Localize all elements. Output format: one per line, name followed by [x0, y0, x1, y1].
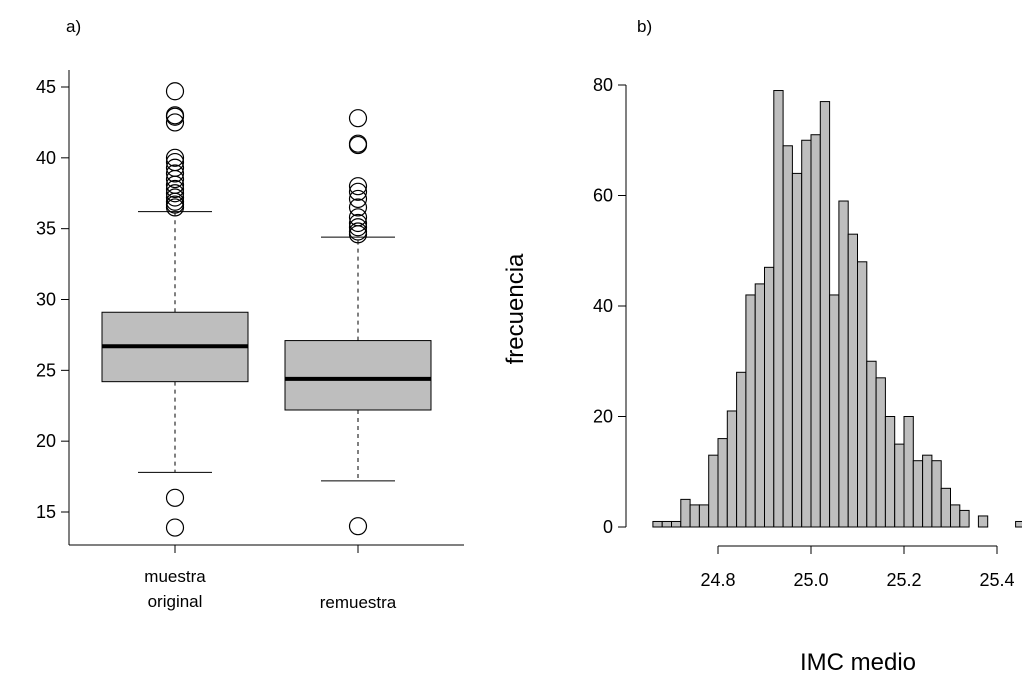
- outlier-point: [348, 198, 368, 217]
- outlier-point: [165, 164, 185, 183]
- outlier-point: [348, 218, 368, 237]
- y-tick-label: 40: [593, 296, 613, 316]
- histogram-panel: b) frecuencia IMC medio 0 20 40 60 80 24.8 25.…: [502, 17, 1022, 676]
- y-tick-label: 15: [36, 502, 56, 522]
- y-tick-label: 25: [36, 360, 56, 380]
- histogram-bar: [829, 294, 840, 528]
- histogram-y-axis-label: frecuencia: [502, 253, 529, 364]
- histogram-bar: [912, 460, 924, 528]
- y-tick-label: 40: [36, 148, 56, 168]
- histogram-bar: [680, 498, 691, 528]
- histogram-bar: [773, 90, 784, 528]
- outlier-point: [348, 109, 368, 128]
- box-group: [101, 82, 249, 537]
- histogram-bar: [764, 266, 775, 528]
- y-tick-label: 20: [36, 431, 56, 451]
- category-label: muestra: [144, 567, 206, 586]
- outlier-point: [165, 188, 185, 207]
- histogram-bar: [940, 487, 952, 528]
- boxplot-panel: a) 15 20 25 30 35 40 45 muestra original remuest…: [36, 17, 464, 612]
- histogram-bar: [810, 134, 821, 528]
- outlier-point: [348, 213, 368, 233]
- histogram-bar: [791, 172, 803, 528]
- y-tick-label: 35: [36, 219, 56, 239]
- histogram-bar: [894, 443, 905, 528]
- outlier-point: [165, 488, 185, 507]
- histogram-bar: [977, 515, 989, 528]
- outlier-point: [165, 113, 185, 132]
- x-tick-label: 25.4: [979, 570, 1014, 590]
- outlier-point: [348, 134, 368, 153]
- box-group: [284, 109, 432, 536]
- boxplot-axes: 15 20 25 30 35 40 45: [36, 70, 464, 553]
- histogram-bar: [1015, 520, 1022, 528]
- histogram-bar: [875, 377, 886, 528]
- histogram-bar: [782, 145, 793, 528]
- outlier-point: [348, 517, 368, 536]
- outlier-point: [165, 518, 185, 537]
- y-tick-label: 45: [36, 77, 56, 97]
- iqr-box: [284, 340, 432, 411]
- histogram-bar: [717, 438, 728, 528]
- histogram-bar: [847, 233, 859, 528]
- histogram-bar: [726, 410, 738, 528]
- histogram-bar: [950, 504, 961, 528]
- category-label: remuestra: [320, 593, 397, 612]
- category-label: original: [148, 592, 203, 611]
- outlier-point: [165, 82, 185, 101]
- histogram-bar: [708, 454, 719, 528]
- histogram-bar: [819, 101, 831, 528]
- y-tick-label: 80: [593, 75, 613, 95]
- outlier-point: [348, 177, 368, 196]
- histogram-bar: [745, 294, 756, 528]
- histogram-bar: [931, 460, 942, 528]
- x-tick-label: 24.8: [700, 570, 735, 590]
- panel-a-label: a): [66, 17, 81, 36]
- boxplot-category-labels: muestra original remuestra: [144, 567, 397, 612]
- boxplot-boxes: [101, 82, 432, 537]
- histogram-axes: 0 20 40 60 80 24.8 25.0 25.2 25.4: [593, 75, 1015, 590]
- histogram-bar: [736, 371, 747, 528]
- histogram-bar: [903, 416, 914, 528]
- histogram-bar: [884, 416, 896, 528]
- histogram-bar: [689, 504, 700, 528]
- outlier-point: [165, 179, 185, 199]
- histogram-bar: [838, 200, 849, 528]
- histogram-bars: [652, 90, 1022, 528]
- histogram-bar: [857, 261, 868, 528]
- histogram-x-axis-label: IMC medio: [800, 649, 916, 676]
- histogram-bar: [922, 454, 933, 528]
- outlier-point: [348, 189, 368, 209]
- y-tick-label: 60: [593, 186, 613, 206]
- y-tick-label: 0: [603, 517, 613, 537]
- outlier-point: [165, 106, 185, 125]
- histogram-bar: [801, 139, 812, 528]
- histogram-bar: [698, 504, 710, 528]
- x-tick-label: 25.0: [793, 570, 828, 590]
- outlier-point: [348, 182, 368, 201]
- outlier-point: [348, 222, 368, 241]
- histogram-bar: [671, 520, 682, 528]
- outlier-point: [348, 135, 368, 155]
- histogram-bar: [754, 283, 766, 528]
- outlier-point: [165, 148, 185, 167]
- histogram-bar: [866, 360, 877, 528]
- histogram-bar: [959, 509, 970, 528]
- outlier-point: [165, 152, 185, 172]
- x-tick-label: 25.2: [886, 570, 921, 590]
- outlier-point: [348, 208, 368, 227]
- y-tick-label: 20: [593, 407, 613, 427]
- outlier-point: [165, 184, 185, 203]
- outlier-point: [165, 158, 185, 177]
- y-tick-label: 30: [36, 290, 56, 310]
- panel-b-label: b): [637, 17, 652, 36]
- histogram-bar: [661, 520, 673, 528]
- histogram-bar: [652, 520, 663, 528]
